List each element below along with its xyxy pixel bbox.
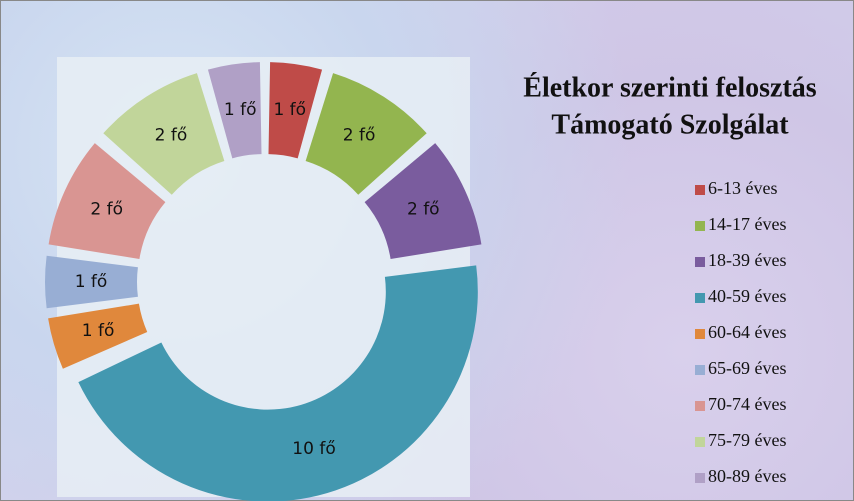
data-label: 1 fő bbox=[75, 272, 108, 292]
legend-label: 75-79 éves bbox=[708, 430, 786, 450]
legend-swatch bbox=[695, 257, 705, 267]
donut-slice bbox=[78, 265, 478, 501]
donut-slice bbox=[48, 143, 166, 260]
legend-label: 14-17 éves bbox=[708, 214, 786, 234]
data-label: 2 fő bbox=[343, 126, 376, 146]
legend-label: 6-13 éves bbox=[708, 178, 777, 198]
legend-label: 65-69 éves bbox=[708, 358, 786, 378]
data-label: 2 fő bbox=[155, 126, 188, 146]
donut-slice bbox=[45, 255, 138, 309]
data-label: 1 fő bbox=[224, 100, 257, 120]
legend-swatch bbox=[695, 329, 705, 339]
data-label: 1 fő bbox=[82, 321, 115, 341]
data-label: 2 fő bbox=[407, 200, 440, 220]
legend-swatch bbox=[695, 437, 705, 447]
donut-slice bbox=[268, 62, 323, 159]
legend-swatch bbox=[695, 473, 705, 483]
data-label: 10 fő bbox=[292, 439, 335, 459]
donut-slice bbox=[103, 73, 225, 195]
donut-slice bbox=[305, 73, 427, 195]
data-label: 2 fő bbox=[90, 200, 123, 220]
legend-label: 60-64 éves bbox=[708, 322, 786, 342]
legend-swatch bbox=[695, 401, 705, 411]
legend-swatch bbox=[695, 365, 705, 375]
donut-slice bbox=[207, 62, 262, 159]
legend-label: 18-39 éves bbox=[708, 250, 786, 270]
legend-swatch bbox=[695, 293, 705, 303]
data-label: 1 fő bbox=[273, 100, 306, 120]
legend-label: 40-59 éves bbox=[708, 286, 786, 306]
legend-swatch bbox=[695, 221, 705, 231]
chart-title: Életkor szerinti felosztás bbox=[523, 72, 817, 103]
legend-label: 70-74 éves bbox=[708, 394, 786, 414]
donut-slice bbox=[48, 303, 148, 369]
chart-subtitle: Támogató Szolgálat bbox=[551, 109, 789, 140]
legend-swatch bbox=[695, 185, 705, 195]
donut-slice bbox=[364, 143, 482, 260]
legend-label: 80-89 éves bbox=[708, 466, 786, 486]
